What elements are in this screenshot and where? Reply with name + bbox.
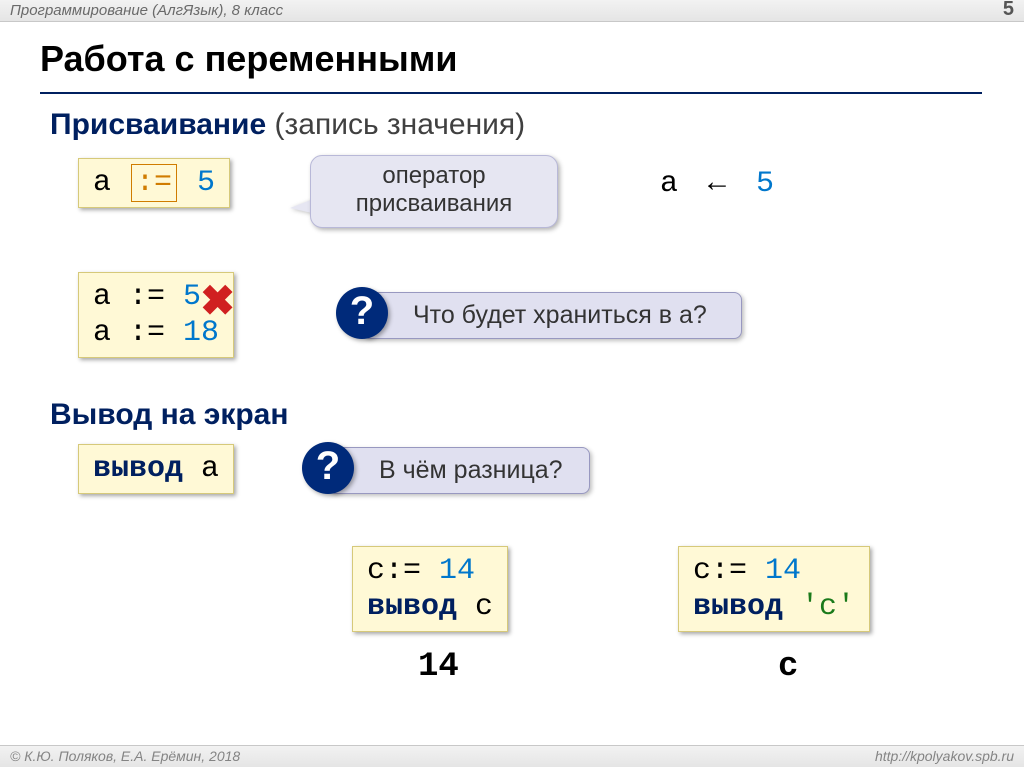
page-number: 5 [1003, 0, 1014, 21]
assign-value: 5 [179, 166, 215, 200]
section1-keyword: Присваивание [50, 108, 266, 141]
header-left: Программирование (АлгЯзык), 8 класс [10, 2, 283, 19]
print-kw: вывод [93, 452, 183, 486]
res-r-l1-val: 14 [765, 554, 801, 588]
assign-var: а [93, 166, 129, 200]
callout-line1: оператор [323, 162, 545, 190]
section2: Вывод на экран [50, 398, 289, 432]
footer-right: http://kpolyakov.spb.ru [875, 748, 1014, 764]
question1-text: Что будет храниться в а? [413, 301, 707, 329]
code-result-right: с:= 14 вывод 'с' [678, 546, 870, 632]
res-l-l1-left: с:= [367, 554, 439, 588]
section1: Присваивание (запись значения) [50, 108, 525, 142]
res-l-l2-kw: вывод [367, 590, 457, 624]
ow-line2-left: а := [93, 316, 183, 350]
assign-operator: := [131, 164, 177, 202]
ow-line2-val: 18 [183, 316, 219, 350]
output-right: с [778, 648, 798, 686]
title-rule [40, 92, 982, 94]
output-left: 14 [418, 648, 459, 686]
question2-text: В чём разница? [379, 456, 563, 484]
res-l-l2-arg: с [457, 590, 493, 624]
arrow-num: 5 [756, 167, 774, 201]
code-overwrite-box: а := 5 а := 18 [78, 272, 234, 358]
section1-rest: (запись значения) [275, 108, 526, 141]
code-assign-box: а := 5 [78, 158, 230, 208]
res-r-l1-left: с:= [693, 554, 765, 588]
page-title: Работа с переменными [40, 38, 458, 80]
slide: Программирование (АлгЯзык), 8 класс 5 Ра… [0, 0, 1024, 767]
res-r-l2-kw: вывод [693, 590, 783, 624]
question-mark-icon: ? [336, 287, 388, 339]
callout-operator: оператор присваивания [310, 155, 558, 228]
question-mark-icon-2: ? [302, 442, 354, 494]
bottom-bar: © К.Ю. Поляков, Е.А. Ерёмин, 2018 http:/… [0, 745, 1024, 767]
footer-left: © К.Ю. Поляков, Е.А. Ерёмин, 2018 [10, 748, 240, 764]
arrow-var: а [660, 167, 678, 201]
res-r-l2-arg: 'с' [783, 590, 855, 624]
question2: В чём разница? [328, 447, 590, 494]
code-result-left: с:= 14 вывод с [352, 546, 508, 632]
res-l-l1-val: 14 [439, 554, 475, 588]
callout-line2: присваивания [323, 190, 545, 218]
code-print-box: вывод а [78, 444, 234, 494]
print-arg: а [183, 452, 219, 486]
top-bar: Программирование (АлгЯзык), 8 класс 5 [0, 0, 1024, 22]
ow-line1-left: а := [93, 280, 183, 314]
question1: Что будет храниться в а? [362, 292, 742, 339]
ow-line1-val: 5 [183, 280, 201, 314]
arrow-icon: ← [702, 165, 732, 198]
arrow-assign: а ← 5 [660, 165, 774, 201]
